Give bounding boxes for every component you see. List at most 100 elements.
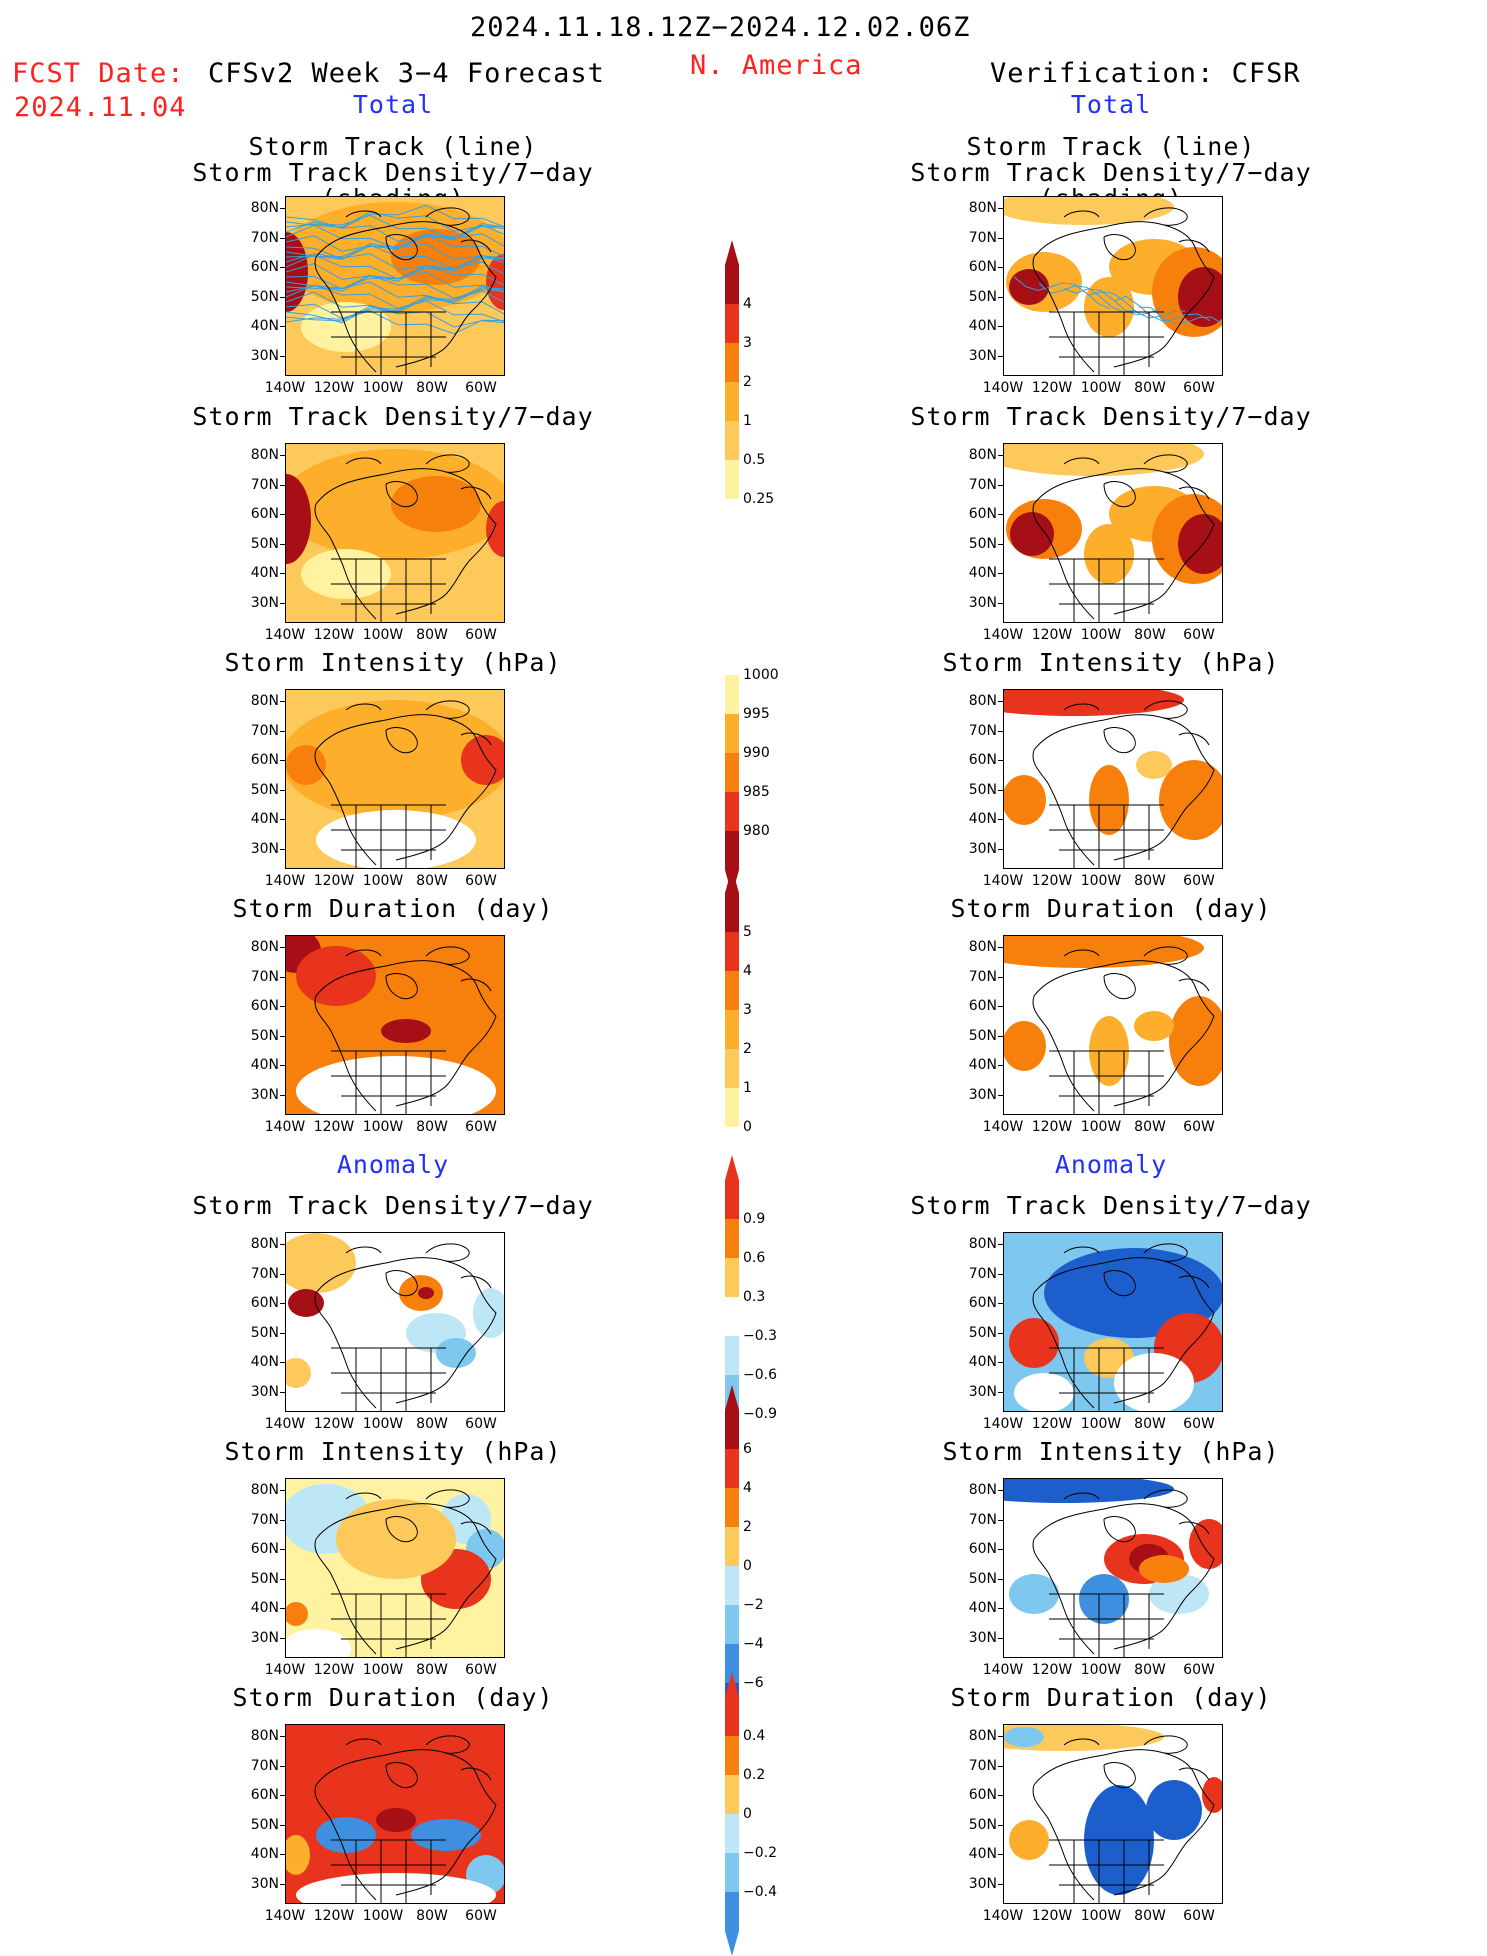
coastline — [1178, 732, 1210, 746]
lon-tick-label: 60W — [1183, 1119, 1215, 1135]
lat-tick — [998, 1244, 1003, 1245]
coastline — [1103, 1516, 1136, 1543]
lat-tick — [280, 1795, 285, 1796]
map-panel — [285, 1724, 505, 1904]
colorbar-swatch — [725, 714, 739, 753]
map-panel — [285, 689, 505, 869]
storm-track-line — [286, 305, 504, 328]
colorbar-swatch — [725, 1527, 739, 1566]
lat-tick — [998, 1362, 1003, 1363]
map-panel — [1003, 1724, 1223, 1904]
lat-tick-label: 80N — [250, 447, 279, 463]
coastline — [1033, 468, 1215, 615]
lat-tick-label: 30N — [968, 1086, 997, 1103]
shading-region — [296, 1873, 496, 1903]
coastline — [1033, 1749, 1215, 1896]
lat-tick-label: 80N — [250, 693, 279, 709]
lat-tick-label: 40N — [250, 1600, 279, 1616]
lat-tick-label: 70N — [250, 476, 279, 493]
coastline — [385, 234, 418, 261]
colorbar-swatch — [725, 1644, 739, 1683]
coastline — [1049, 829, 1164, 851]
lat-tick — [998, 1065, 1003, 1066]
lat-tick — [998, 976, 1003, 978]
colorbar-tick-label: 0.3 — [743, 1289, 766, 1305]
lat-tick-label: 30N — [968, 1629, 997, 1646]
lat-tick-label: 80N — [968, 200, 997, 216]
coastline — [1063, 1492, 1100, 1500]
shading-region — [1009, 1318, 1059, 1368]
lat-tick-label: 50N — [968, 1570, 997, 1587]
coastline — [1103, 727, 1136, 754]
storm-track-line — [1138, 306, 1222, 325]
lat-tick — [998, 947, 1003, 948]
lon-tick-label: 60W — [465, 627, 497, 643]
panel-title-duration-left: Storm Duration (day) — [232, 894, 554, 923]
colorbar-tick-label: 1000 — [743, 667, 779, 683]
coastline — [315, 714, 497, 861]
lon-tick-label: 60W — [465, 1119, 497, 1135]
shading-region — [296, 946, 376, 1006]
shading-region — [286, 1602, 308, 1626]
lat-tick-label: 40N — [250, 1846, 279, 1862]
lon-tick-label: 60W — [465, 380, 497, 396]
map-canvas — [1004, 444, 1222, 622]
lat-tick-label: 60N — [968, 1541, 997, 1557]
map-canvas — [286, 1735, 504, 1903]
fcst-date-value: 2024.11.04 — [14, 92, 187, 123]
lat-tick-label: 70N — [968, 229, 997, 246]
lat-tick-label: 60N — [968, 506, 997, 522]
coastline — [1178, 486, 1210, 500]
lon-tick-label: 120W — [313, 1416, 355, 1432]
colorbar-arrow — [725, 240, 739, 265]
coastline — [331, 1347, 446, 1411]
panel-title-intensity-anom-right: Storm Intensity (hPa) — [942, 1437, 1280, 1466]
shading-region — [486, 254, 504, 310]
shading-region — [1004, 444, 1204, 476]
lat-tick — [998, 1824, 1003, 1826]
lat-tick-label: 80N — [968, 1728, 997, 1744]
lon-tick-label: 140W — [982, 627, 1024, 643]
lon-tick-label: 120W — [1031, 1908, 1073, 1924]
coastline — [1178, 239, 1210, 253]
lat-tick-label: 50N — [968, 1324, 997, 1341]
shading-region — [1004, 775, 1046, 825]
lat-tick — [998, 484, 1003, 486]
lat-tick — [280, 789, 285, 791]
coastline — [314, 1538, 377, 1655]
colorbar-arrow — [725, 1155, 739, 1180]
lat-tick-label: 40N — [250, 1057, 279, 1073]
coastline — [1032, 503, 1095, 620]
lon-tick-label: 80W — [416, 627, 448, 643]
storm-track-line — [286, 271, 504, 292]
lon-tick-label: 100W — [1080, 627, 1122, 643]
storm-track-line — [286, 284, 504, 309]
colorbar-tick-label: 6 — [743, 1441, 752, 1457]
coastline — [1049, 1347, 1164, 1411]
lat-tick-label: 60N — [250, 506, 279, 522]
storm-track-line — [286, 234, 504, 260]
coastline — [1033, 1503, 1215, 1650]
coastline — [331, 829, 446, 851]
colorbar-swatch — [725, 1449, 739, 1488]
lat-tick — [280, 1244, 285, 1245]
colorbar-tick-label: −0.3 — [743, 1328, 777, 1344]
coastline — [331, 558, 446, 622]
storm-track-line — [286, 290, 504, 314]
shading-region — [1136, 751, 1172, 779]
colorbar-tick-label: 990 — [743, 745, 770, 761]
panel-title-intensity-anom-left: Storm Intensity (hPa) — [224, 1437, 562, 1466]
lat-tick-label: 30N — [968, 1383, 997, 1400]
coastline — [1049, 804, 1164, 868]
storm-track-line — [286, 204, 504, 229]
anomaly-label-left: Anomaly — [336, 1150, 450, 1179]
coastline — [1143, 1735, 1188, 1754]
storm-track-line — [286, 211, 504, 232]
coastline — [1063, 1246, 1100, 1254]
colorbar-swatch — [725, 343, 739, 382]
lon-tick-label: 100W — [1080, 1908, 1122, 1924]
colorbar-swatch — [725, 1180, 739, 1219]
map-canvas — [1004, 197, 1222, 375]
coastline — [1063, 457, 1100, 465]
shading-region — [486, 501, 504, 557]
